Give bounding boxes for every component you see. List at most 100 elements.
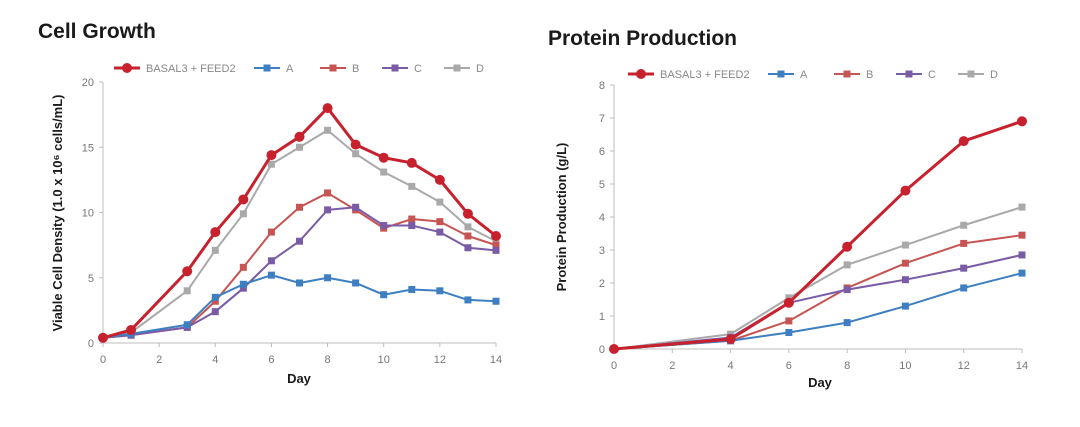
protein-x-tick-label: 12 xyxy=(958,360,970,372)
cell-growth-series-line-c xyxy=(102,206,497,339)
protein-point-b xyxy=(1018,231,1026,239)
cell-growth-point-d xyxy=(352,150,360,158)
protein-y-tick-label: 3 xyxy=(599,245,605,257)
cell-growth-point-c xyxy=(352,203,360,211)
cell-growth-point-a xyxy=(183,321,191,329)
cell-growth-point-b xyxy=(211,297,219,305)
protein-y-tick-label: 6 xyxy=(599,146,605,158)
cell-growth-point-b xyxy=(492,241,500,249)
cell-growth-legend-label-basal3-feed2: BASAL3 + FEED2 xyxy=(146,63,236,75)
cell-growth-point-a xyxy=(239,280,247,288)
cell-growth-y-tick-label: 0 xyxy=(88,338,94,350)
cell-growth-point-d xyxy=(492,237,500,245)
cell-growth-y-axis-label: Viable Cell Density (1.0 x 10⁶ cells/mL) xyxy=(50,95,65,332)
protein-series-line-b xyxy=(613,234,1023,350)
cell-growth-point-basal3-feed2 xyxy=(238,194,249,205)
protein-point-basal3-feed2 xyxy=(609,344,619,354)
protein-x-tick-label: 0 xyxy=(611,360,617,372)
cell-growth-point-basal3-feed2 xyxy=(406,157,417,168)
cell-growth-y-tick-label: 5 xyxy=(88,273,94,285)
cell-growth-point-c xyxy=(267,257,275,265)
protein-y-tick-label: 1 xyxy=(599,311,605,323)
cell-growth-legend-label-a: A xyxy=(286,63,294,75)
cell-growth-point-basal3-feed2 xyxy=(98,332,108,343)
protein-x-tick-label: 4 xyxy=(728,360,734,372)
protein-legend-label-c: C xyxy=(928,69,936,81)
protein-series-line-basal3-feed2 xyxy=(613,119,1023,351)
protein-legend-marker-c xyxy=(905,70,913,78)
cell-growth-point-c xyxy=(408,222,416,230)
protein-legend-label-d: D xyxy=(990,69,998,81)
cell-growth-point-d xyxy=(324,126,332,134)
protein-x-tick-label: 14 xyxy=(1016,360,1028,372)
cell-growth-point-a xyxy=(464,296,472,304)
cell-growth-point-d xyxy=(436,198,444,206)
protein-point-c xyxy=(843,286,851,294)
cell-growth-point-basal3-feed2 xyxy=(266,150,277,161)
protein-point-c xyxy=(960,264,968,272)
cell-growth-point-c xyxy=(464,244,472,252)
cell-growth-x-tick-label: 10 xyxy=(378,354,390,366)
cell-growth-point-d xyxy=(296,143,303,151)
cell-growth-point-b xyxy=(436,218,444,226)
cell-growth-point-basal3-feed2 xyxy=(491,230,501,241)
cell-growth-legend-marker-a xyxy=(263,64,271,72)
cell-growth-point-c xyxy=(436,228,444,236)
cell-growth-x-tick-label: 12 xyxy=(434,354,446,366)
protein-legend-marker-a xyxy=(777,70,785,78)
protein-point-d xyxy=(960,221,968,229)
protein-legend-label-b: B xyxy=(866,69,873,81)
cell-growth-x-tick-label: 0 xyxy=(100,354,106,366)
cell-growth-point-a xyxy=(296,279,303,287)
protein-point-b xyxy=(785,317,793,325)
cell-growth-point-c xyxy=(324,206,332,214)
protein-point-c xyxy=(1018,251,1026,259)
protein-point-a xyxy=(960,284,968,292)
protein-point-basal3-feed2 xyxy=(1017,116,1027,127)
cell-growth-y-tick-label: 20 xyxy=(82,77,94,89)
cell-growth-point-basal3-feed2 xyxy=(210,227,221,238)
cell-growth-x-tick-label: 6 xyxy=(268,354,274,366)
protein-point-b xyxy=(960,239,968,247)
cell-growth-series-line-basal3-feed2 xyxy=(102,106,497,340)
chart-title-protein-production: Protein Production xyxy=(548,27,737,50)
chart-title-cell-growth: Cell Growth xyxy=(38,20,156,43)
cell-growth-point-d xyxy=(380,168,388,176)
cell-growth-point-basal3-feed2 xyxy=(322,103,333,114)
protein-legend: BASAL3 + FEED2 A B C D xyxy=(628,69,998,81)
cell-growth-x-axis-label: Day xyxy=(287,371,312,386)
protein-point-d xyxy=(1018,203,1026,211)
cell-growth-point-d xyxy=(211,246,219,254)
cell-growth-point-basal3-feed2 xyxy=(350,139,361,150)
cell-growth-point-c xyxy=(239,284,247,292)
cell-growth-point-b xyxy=(464,232,472,240)
cell-growth-point-basal3-feed2 xyxy=(126,324,137,335)
cell-growth-legend-marker-c xyxy=(391,64,399,72)
cell-growth-legend-marker-b xyxy=(329,64,337,72)
cell-growth-point-basal3-feed2 xyxy=(378,152,389,163)
cell-growth-x-tick-label: 4 xyxy=(212,354,218,366)
cell-growth-legend-marker-d xyxy=(453,64,461,72)
cell-growth-point-basal3-feed2 xyxy=(434,174,445,185)
protein-y-tick-label: 8 xyxy=(599,80,605,92)
protein-point-a xyxy=(843,319,851,327)
cell-growth-point-a xyxy=(211,293,219,301)
cell-growth-point-a xyxy=(352,279,360,287)
protein-x-axis-label: Day xyxy=(808,375,833,390)
cell-growth-point-basal3-feed2 xyxy=(462,208,473,219)
cell-growth-point-b xyxy=(408,215,416,223)
cell-growth-x-tick-label: 2 xyxy=(156,354,162,366)
cell-growth-point-basal3-feed2 xyxy=(182,266,193,277)
cell-growth-point-a xyxy=(324,274,332,282)
protein-point-a xyxy=(901,302,909,310)
cell-growth-legend: BASAL3 + FEED2 A B C D xyxy=(114,63,484,75)
cell-growth-point-a xyxy=(436,287,444,295)
cell-growth-point-a xyxy=(408,285,416,293)
protein-y-tick-label: 0 xyxy=(599,344,605,356)
cell-growth-point-d xyxy=(239,210,247,218)
protein-point-c xyxy=(901,276,909,284)
cell-growth-point-a xyxy=(492,297,500,305)
cell-growth-point-c xyxy=(380,222,388,230)
cell-growth-point-a xyxy=(380,291,388,299)
